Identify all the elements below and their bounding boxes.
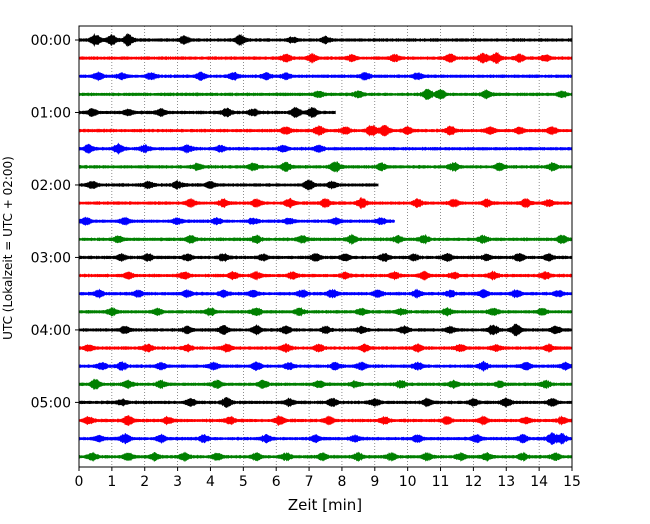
trace-0430: [78, 360, 573, 372]
x-tick-label: 3: [173, 474, 182, 490]
trace-0100: [78, 106, 336, 119]
plot-frame: [78, 25, 573, 468]
trace-0045: [78, 88, 573, 101]
x-tick-label: 13: [497, 474, 515, 490]
x-tick-label: 7: [305, 474, 314, 490]
trace-0400: [78, 323, 573, 337]
x-tick-label: 1: [107, 474, 116, 490]
trace-0230: [78, 216, 395, 226]
trace-0215: [78, 196, 573, 210]
trace-0530: [78, 432, 573, 446]
x-tick-label: 11: [432, 474, 450, 490]
trace-0330: [78, 288, 573, 299]
x-tick-label: 15: [563, 474, 581, 490]
y-tick-label: 00:00: [31, 33, 71, 49]
x-tick-label: 4: [206, 474, 215, 490]
x-tick-label: 5: [239, 474, 248, 490]
trace-0000: [78, 33, 573, 47]
x-tick-label: 10: [399, 474, 417, 490]
trace-0145: [78, 161, 573, 173]
trace-0300: [78, 252, 573, 263]
x-tick-label: 6: [272, 474, 281, 490]
y-axis-label: UTC (Lokalzeit = UTC + 02:00): [1, 156, 15, 340]
x-axis-ticks: 0 1 2 3 4 5 6 7 8 9 10 11 12 13 14 15: [75, 467, 581, 490]
trace-0030: [78, 71, 573, 82]
x-tick-label: 0: [75, 474, 84, 490]
y-tick-label: 01:00: [31, 105, 71, 121]
y-tick-label: 02:00: [31, 178, 71, 194]
trace-0130: [78, 142, 573, 155]
x-tick-label: 9: [370, 474, 379, 490]
trace-0515: [78, 414, 573, 427]
trace-0200: [78, 179, 379, 191]
x-tick-label: 8: [337, 474, 346, 490]
x-tick-label: 14: [530, 474, 548, 490]
trace-0445: [78, 378, 573, 391]
y-tick-label: 05:00: [31, 395, 71, 411]
x-tick-label: 2: [140, 474, 149, 490]
trace-layer: [78, 33, 573, 463]
trace-0115: [78, 124, 573, 137]
trace-0415: [78, 342, 573, 354]
x-tick-label: 12: [464, 474, 482, 490]
y-tick-label: 04:00: [31, 323, 71, 339]
trace-0245: [78, 233, 573, 246]
trace-0500: [78, 396, 573, 408]
trace-0015: [78, 52, 573, 65]
trace-0315: [78, 270, 573, 281]
y-axis-ticks: 00:00 01:00 02:00 03:00 04:00 05:00: [31, 33, 79, 411]
trace-0545: [78, 451, 573, 463]
x-axis-label: Zeit [min]: [288, 496, 362, 514]
y-tick-label: 03:00: [31, 250, 71, 266]
trace-0345: [78, 306, 573, 317]
